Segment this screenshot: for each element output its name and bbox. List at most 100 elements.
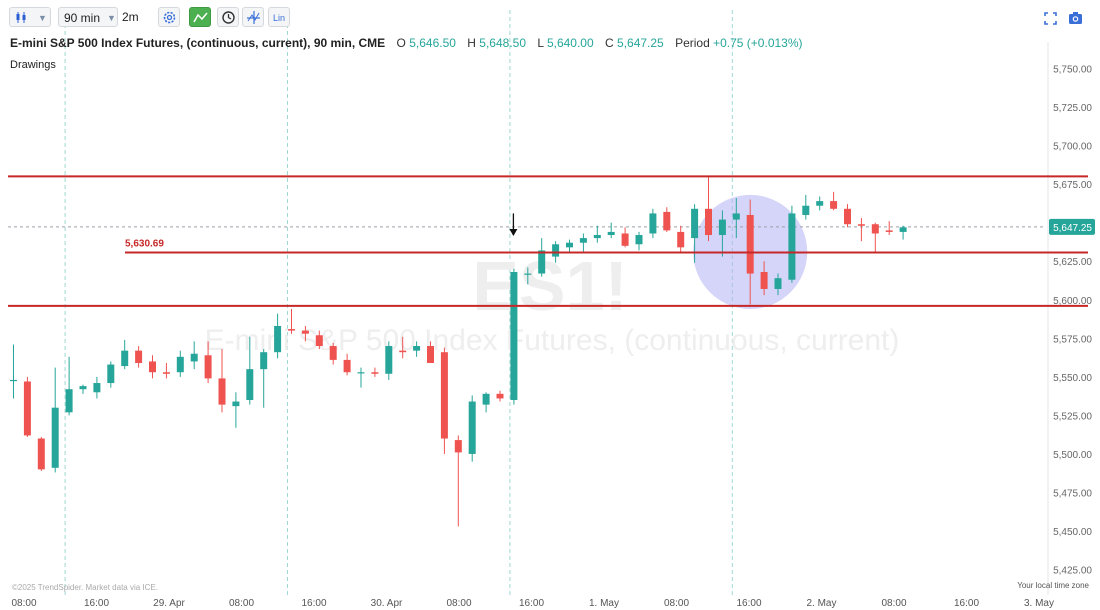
x-tick-label: 08:00 xyxy=(664,598,689,609)
y-tick-label: 5,475.00 xyxy=(1053,488,1092,499)
candle-body xyxy=(232,401,240,407)
range-label: 2m xyxy=(122,10,139,24)
candlestick-icon xyxy=(16,12,26,23)
y-tick-label: 5,625.00 xyxy=(1053,257,1092,268)
candle-body xyxy=(510,272,518,400)
candle-body xyxy=(162,372,170,374)
open-value: 5,646.50 xyxy=(409,36,456,50)
drawings-label[interactable]: Drawings xyxy=(10,59,56,71)
watermark-name: E-mini S&P 500 Index Futures, (continuou… xyxy=(205,324,900,357)
y-tick-label: 5,675.00 xyxy=(1053,180,1092,191)
open-label: O xyxy=(396,36,406,50)
candle-body xyxy=(760,272,768,289)
low-value: 5,640.00 xyxy=(546,36,594,50)
candle-body xyxy=(357,372,365,374)
settings-button[interactable] xyxy=(158,7,180,27)
fullscreen-icon[interactable] xyxy=(1044,12,1057,25)
candle-body xyxy=(899,227,907,232)
copyright-text: ©2025 TrendSpider. Market data via ICE. xyxy=(12,583,158,592)
close-value: 5,647.25 xyxy=(617,36,664,50)
candle-body xyxy=(649,213,657,234)
candle-body xyxy=(93,383,101,393)
candle-body xyxy=(844,208,851,225)
candle-body xyxy=(399,350,407,353)
candle-body xyxy=(301,330,309,334)
candle-body xyxy=(37,438,45,470)
candle-body xyxy=(288,329,295,331)
y-tick-label: 5,500.00 xyxy=(1053,450,1092,461)
timeframe-selector[interactable]: 90 min ▼ xyxy=(58,7,118,27)
x-tick-label: 1. May xyxy=(589,598,619,609)
period-label: Period xyxy=(675,36,710,50)
candle-body xyxy=(371,372,379,374)
scale-label: Lin xyxy=(272,13,285,23)
candle-body xyxy=(343,359,351,373)
candle-body xyxy=(579,238,587,243)
y-tick-label: 5,575.00 xyxy=(1053,334,1092,345)
candle-body xyxy=(691,208,699,239)
candle-body xyxy=(830,201,838,209)
x-tick-label: 08:00 xyxy=(881,598,906,609)
clock-button[interactable] xyxy=(217,7,239,27)
candle-body xyxy=(204,355,212,379)
chart-type-selector[interactable]: ▼ xyxy=(9,7,51,27)
y-tick-label: 5,450.00 xyxy=(1053,527,1092,538)
candle-body xyxy=(454,440,462,453)
arrow-marker-head xyxy=(509,229,518,237)
timeframe-label: 90 min xyxy=(64,11,101,25)
candle-body xyxy=(885,230,893,232)
candle-body xyxy=(315,335,323,347)
scale-toggle-button[interactable]: Lin xyxy=(268,7,290,27)
candle-body xyxy=(607,231,615,236)
candle-body xyxy=(552,244,560,257)
x-tick-label: 16:00 xyxy=(954,598,979,609)
candle-body xyxy=(135,350,143,363)
y-tick-label: 5,725.00 xyxy=(1053,103,1092,114)
candle-body xyxy=(718,219,726,236)
candle-body xyxy=(663,211,671,231)
candle-body xyxy=(774,278,782,289)
candle-body xyxy=(218,378,226,405)
candle-body xyxy=(468,401,476,454)
range-selector[interactable]: 2m xyxy=(119,7,141,27)
candle-body xyxy=(482,393,490,405)
candle-body xyxy=(413,346,421,351)
x-tick-label: 2. May xyxy=(806,598,836,609)
candle-body xyxy=(566,242,573,248)
y-tick-label: 5,550.00 xyxy=(1053,373,1092,384)
x-tick-label: 08:00 xyxy=(229,598,254,609)
candle-body xyxy=(274,325,282,353)
toolbar: ▼ 90 min ▼ 2m Lin xyxy=(0,0,1100,34)
candle-body xyxy=(107,364,115,384)
candle-body xyxy=(190,353,198,362)
candle-body xyxy=(857,224,865,226)
y-tick-label: 5,525.00 xyxy=(1053,411,1092,422)
line-tool-button[interactable] xyxy=(189,7,211,27)
candle-body xyxy=(23,381,31,436)
x-tick-label: 16:00 xyxy=(519,598,544,609)
line-tool-icon xyxy=(193,12,208,23)
crosshair-button[interactable] xyxy=(242,7,264,27)
candle-body xyxy=(246,369,254,400)
camera-icon[interactable] xyxy=(1068,11,1083,25)
last-price-badge xyxy=(1049,218,1095,235)
candle-body xyxy=(10,379,17,382)
x-tick-label: 30. Apr xyxy=(371,598,403,609)
candle-body xyxy=(788,213,796,280)
candle-body xyxy=(329,346,337,360)
dropdown-caret-icon: ▼ xyxy=(107,13,116,23)
high-value: 5,648.50 xyxy=(479,36,527,50)
candle-body xyxy=(51,407,59,468)
y-tick-label: 5,750.00 xyxy=(1053,65,1092,76)
crosshair-icon xyxy=(247,11,260,24)
candle-body xyxy=(79,386,87,390)
candle-body xyxy=(121,350,129,367)
candle-body xyxy=(635,235,643,245)
candle-body xyxy=(816,201,824,206)
candle-body xyxy=(677,231,685,248)
x-tick-label: 3. May xyxy=(1024,598,1054,609)
x-tick-label: 16:00 xyxy=(301,598,326,609)
candle-body xyxy=(176,356,184,373)
clock-icon xyxy=(222,11,235,24)
